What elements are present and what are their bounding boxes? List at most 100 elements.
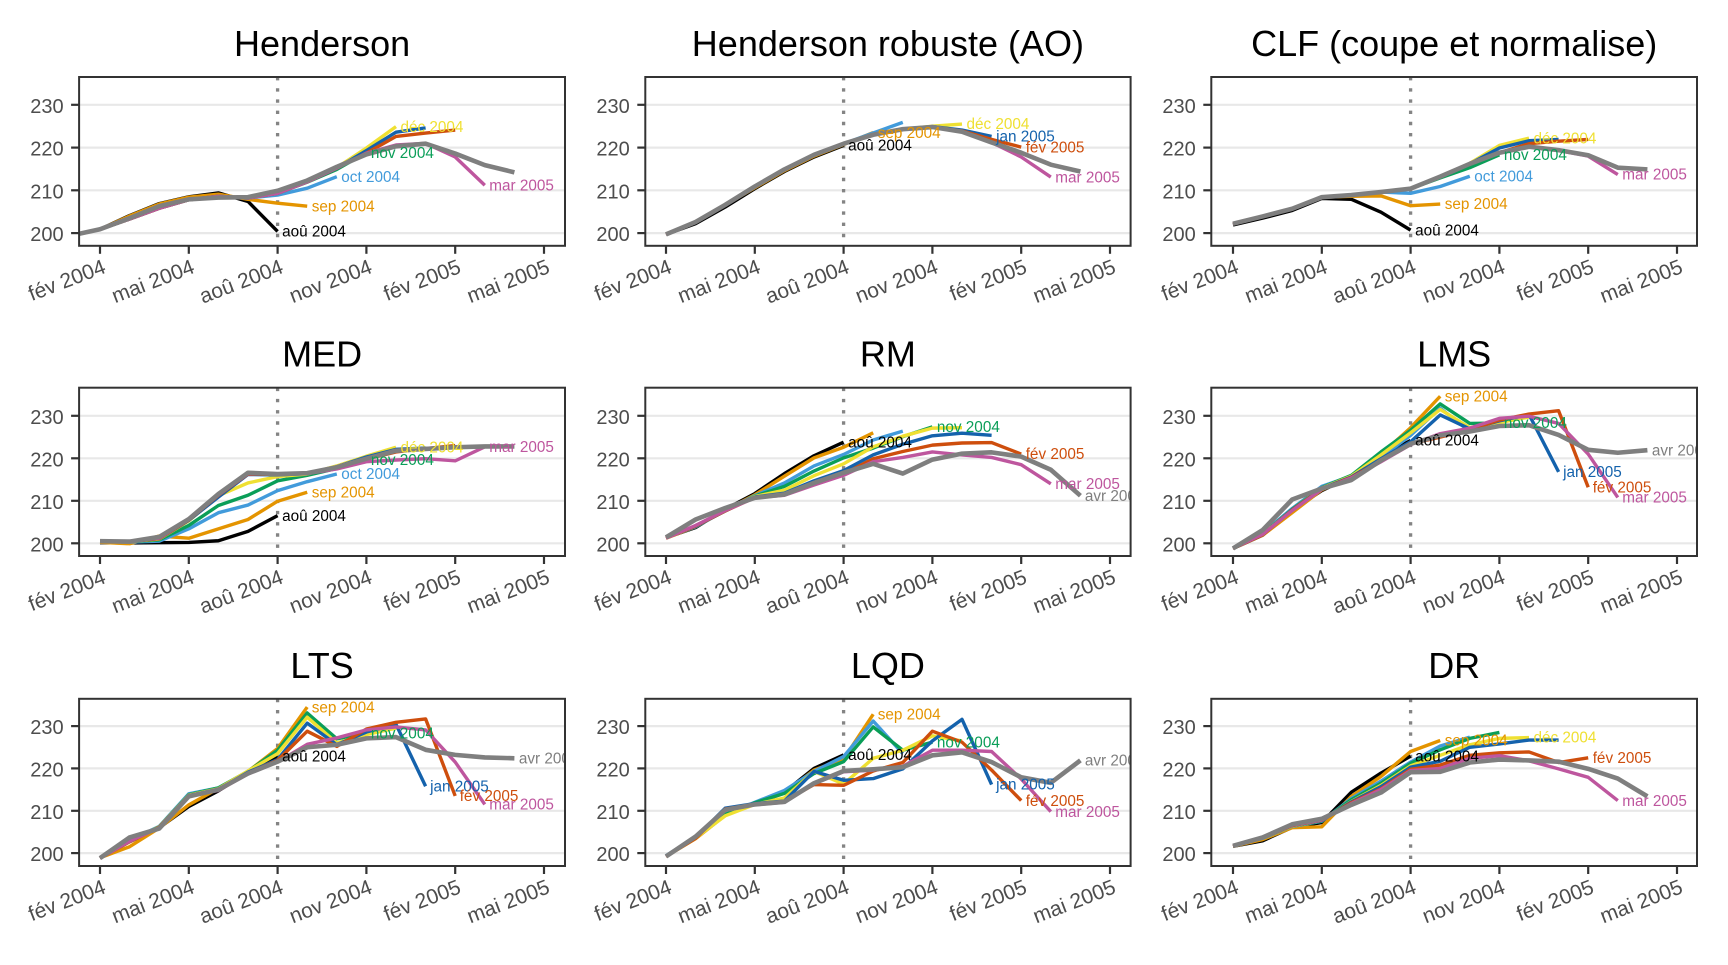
svg-text:sep 2004: sep 2004 [878,706,941,723]
svg-text:210: 210 [30,181,63,203]
svg-text:LQD: LQD [851,645,925,686]
svg-text:200: 200 [596,844,629,866]
svg-text:déc 2004: déc 2004 [401,440,464,457]
svg-text:210: 210 [1162,181,1195,203]
svg-text:déc 2004: déc 2004 [1534,130,1597,147]
svg-text:sep 2004: sep 2004 [1445,196,1508,213]
svg-text:jan 2005: jan 2005 [1562,464,1622,481]
svg-text:nov 2004: nov 2004 [371,145,434,162]
svg-text:mar 2005: mar 2005 [1622,793,1687,810]
svg-text:220: 220 [596,449,629,471]
svg-text:230: 230 [1162,96,1195,118]
svg-text:aoû 2004: aoû 2004 [282,508,346,525]
svg-text:mar 2005: mar 2005 [489,177,554,194]
svg-text:aoû 2004: aoû 2004 [1415,748,1479,765]
svg-text:jan 2005: jan 2005 [429,778,489,795]
svg-text:210: 210 [1162,492,1195,514]
svg-text:CLF (coupe et normalise): CLF (coupe et normalise) [1251,23,1657,64]
svg-text:déc 2004: déc 2004 [401,119,464,136]
svg-text:230: 230 [30,407,63,429]
svg-text:aoû 2004: aoû 2004 [848,138,912,155]
svg-text:fév 2005: fév 2005 [460,788,519,805]
svg-text:oct 2004: oct 2004 [1474,168,1533,185]
svg-text:mar 2005: mar 2005 [1055,476,1120,493]
svg-text:Henderson robuste (AO): Henderson robuste (AO) [692,23,1084,64]
svg-text:nov 2004: nov 2004 [371,726,434,743]
svg-text:230: 230 [30,717,63,739]
svg-text:oct 2004: oct 2004 [341,169,400,186]
svg-text:aoû 2004: aoû 2004 [848,747,912,764]
svg-text:MED: MED [282,334,362,375]
svg-text:210: 210 [596,802,629,824]
svg-text:aoû 2004: aoû 2004 [1415,222,1479,239]
svg-text:230: 230 [596,717,629,739]
svg-text:220: 220 [30,449,63,471]
svg-text:fév 2005: fév 2005 [1593,750,1652,767]
svg-text:LTS: LTS [290,645,353,686]
svg-text:mar 2005: mar 2005 [489,797,554,814]
svg-text:fév 2005: fév 2005 [1026,446,1085,463]
svg-text:210: 210 [30,802,63,824]
svg-text:230: 230 [1162,717,1195,739]
svg-text:avr 2005: avr 2005 [519,751,579,768]
svg-text:Henderson: Henderson [234,23,410,64]
svg-text:nov 2004: nov 2004 [1504,147,1567,164]
svg-text:210: 210 [596,492,629,514]
svg-text:sep 2004: sep 2004 [312,198,375,215]
svg-text:200: 200 [1162,844,1195,866]
svg-text:220: 220 [1162,759,1195,781]
svg-text:sep 2004: sep 2004 [878,125,941,142]
svg-text:aoû 2004: aoû 2004 [282,224,346,241]
svg-text:aoû 2004: aoû 2004 [848,434,912,451]
svg-text:déc 2004: déc 2004 [1534,730,1597,747]
svg-text:mar 2005: mar 2005 [1622,490,1687,507]
svg-text:sep 2004: sep 2004 [1445,733,1508,750]
svg-text:mar 2005: mar 2005 [1055,169,1120,186]
svg-text:sep 2004: sep 2004 [312,699,375,716]
svg-text:aoû 2004: aoû 2004 [1415,433,1479,450]
svg-text:déc 2004: déc 2004 [967,116,1030,133]
svg-text:avr 2005: avr 2005 [1085,488,1145,505]
svg-text:200: 200 [1162,534,1195,556]
svg-text:jan 2005: jan 2005 [995,129,1055,146]
svg-text:230: 230 [596,96,629,118]
svg-text:RM: RM [860,334,916,375]
svg-text:230: 230 [596,407,629,429]
svg-text:DR: DR [1428,645,1480,686]
svg-text:mar 2005: mar 2005 [1622,167,1687,184]
svg-text:mar 2005: mar 2005 [1055,804,1120,821]
svg-text:nov 2004: nov 2004 [937,734,1000,751]
svg-text:220: 220 [596,139,629,161]
svg-text:210: 210 [1162,802,1195,824]
svg-text:220: 220 [30,139,63,161]
svg-text:fév 2005: fév 2005 [1026,139,1085,156]
svg-text:200: 200 [30,534,63,556]
svg-text:200: 200 [1162,224,1195,246]
svg-text:LMS: LMS [1417,334,1491,375]
svg-text:220: 220 [30,759,63,781]
svg-text:220: 220 [1162,139,1195,161]
svg-text:220: 220 [596,759,629,781]
svg-text:sep 2004: sep 2004 [1445,389,1508,406]
svg-text:oct 2004: oct 2004 [341,466,400,483]
svg-text:sep 2004: sep 2004 [312,485,375,502]
svg-text:210: 210 [596,181,629,203]
svg-text:200: 200 [30,844,63,866]
svg-text:210: 210 [30,492,63,514]
svg-text:230: 230 [1162,407,1195,429]
svg-text:fév 2005: fév 2005 [1593,479,1652,496]
svg-text:avr 2005: avr 2005 [1652,442,1712,459]
svg-text:200: 200 [596,534,629,556]
svg-text:avr 2005: avr 2005 [1085,753,1145,770]
svg-text:200: 200 [596,224,629,246]
svg-text:nov 2004: nov 2004 [1504,415,1567,432]
svg-text:aoû 2004: aoû 2004 [282,748,346,765]
svg-text:nov 2004: nov 2004 [937,419,1000,436]
svg-text:jan 2005: jan 2005 [995,777,1055,794]
svg-text:230: 230 [30,96,63,118]
svg-text:fév 2005: fév 2005 [1026,793,1085,810]
svg-text:200: 200 [30,224,63,246]
svg-text:nov 2004: nov 2004 [371,452,434,469]
svg-text:mar 2005: mar 2005 [489,439,554,456]
svg-text:220: 220 [1162,449,1195,471]
